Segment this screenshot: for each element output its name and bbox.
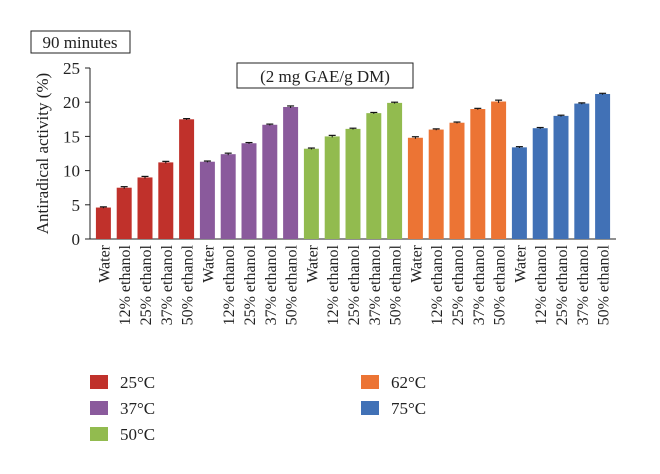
x-tick-label: 37% ethanol bbox=[263, 244, 280, 325]
bar bbox=[470, 109, 486, 239]
legend-label: 25°C bbox=[120, 373, 155, 392]
y-tick-label: 15 bbox=[63, 127, 80, 146]
bar bbox=[449, 122, 465, 239]
x-tick-label: 25% ethanol bbox=[346, 244, 363, 325]
legend-swatch bbox=[90, 427, 108, 441]
bar bbox=[324, 136, 340, 239]
bar bbox=[262, 124, 278, 239]
legend-swatch bbox=[90, 401, 108, 415]
annotation: (2 mg GAE/g DM) bbox=[236, 62, 414, 89]
x-tick-label: 50% ethanol bbox=[596, 244, 613, 325]
bar bbox=[137, 177, 153, 239]
x-tick-label: 12% ethanol bbox=[221, 244, 238, 325]
bar bbox=[199, 161, 215, 239]
x-tick-label: 37% ethanol bbox=[159, 244, 176, 325]
x-tick-label: 50% ethanol bbox=[180, 244, 197, 325]
x-tick-label: 37% ethanol bbox=[575, 244, 592, 325]
bar bbox=[345, 128, 361, 239]
time-tag: 90 minutes bbox=[30, 30, 131, 54]
x-tick-label: Water bbox=[408, 244, 425, 282]
bar bbox=[303, 148, 319, 239]
annotation-label: (2 mg GAE/g DM) bbox=[260, 67, 390, 86]
time-tag-label: 90 minutes bbox=[42, 33, 117, 52]
legend-item: 75°C bbox=[361, 399, 426, 418]
bar bbox=[179, 119, 195, 239]
x-tick-label: 12% ethanol bbox=[117, 244, 134, 325]
bar bbox=[158, 162, 174, 239]
legend-label: 75°C bbox=[391, 399, 426, 418]
x-tick-label: 25% ethanol bbox=[242, 244, 259, 325]
bar bbox=[532, 128, 548, 239]
x-tick-label: 50% ethanol bbox=[388, 244, 405, 325]
x-tick-label: 37% ethanol bbox=[367, 244, 384, 325]
x-tick-label: Water bbox=[304, 244, 321, 282]
x-tick-label: Water bbox=[96, 244, 113, 282]
bar bbox=[241, 143, 257, 239]
legend-item: 62°C bbox=[361, 373, 426, 392]
bar bbox=[116, 187, 132, 239]
legend-label: 62°C bbox=[391, 373, 426, 392]
legend-item: 50°C bbox=[90, 425, 155, 444]
x-tick-label: 25% ethanol bbox=[138, 244, 155, 325]
legend-swatch bbox=[90, 375, 108, 389]
x-tick-label: Water bbox=[200, 244, 217, 282]
legend-label: 37°C bbox=[120, 399, 155, 418]
x-tick-label: 37% ethanol bbox=[471, 244, 488, 325]
bar bbox=[428, 129, 444, 239]
legend-item: 25°C bbox=[90, 373, 155, 392]
bar bbox=[387, 102, 403, 239]
time-tag-box bbox=[30, 30, 131, 54]
x-tick-label: 50% ethanol bbox=[492, 244, 509, 325]
x-tick-label: Water bbox=[512, 244, 529, 282]
bar bbox=[553, 115, 569, 239]
y-tick-label: 10 bbox=[63, 162, 80, 181]
y-tick-label: 0 bbox=[72, 230, 81, 249]
y-axis-label: Antiradical activity (%) bbox=[33, 73, 52, 234]
y-tick-label: 25 bbox=[63, 59, 80, 78]
bar bbox=[491, 101, 507, 240]
bar bbox=[366, 113, 382, 239]
bar bbox=[574, 103, 590, 239]
x-tick-label: 12% ethanol bbox=[325, 244, 342, 325]
legend-swatch bbox=[361, 375, 379, 389]
legend-item: 37°C bbox=[90, 399, 155, 418]
bar bbox=[220, 154, 236, 239]
bar bbox=[95, 207, 111, 239]
y-tick-label: 20 bbox=[63, 93, 80, 112]
bar bbox=[407, 137, 423, 239]
legend-label: 50°C bbox=[120, 425, 155, 444]
x-tick-label: 25% ethanol bbox=[554, 244, 571, 325]
bar bbox=[595, 93, 611, 240]
bar bbox=[283, 106, 299, 240]
x-tick-label: 12% ethanol bbox=[533, 244, 550, 325]
y-tick-label: 5 bbox=[72, 196, 81, 215]
legend-swatch bbox=[361, 401, 379, 415]
x-tick-label: 50% ethanol bbox=[284, 244, 301, 325]
x-tick-label: 25% ethanol bbox=[450, 244, 467, 325]
x-tick-label: 12% ethanol bbox=[429, 244, 446, 325]
annotation-box bbox=[236, 62, 414, 89]
bar bbox=[511, 147, 527, 239]
